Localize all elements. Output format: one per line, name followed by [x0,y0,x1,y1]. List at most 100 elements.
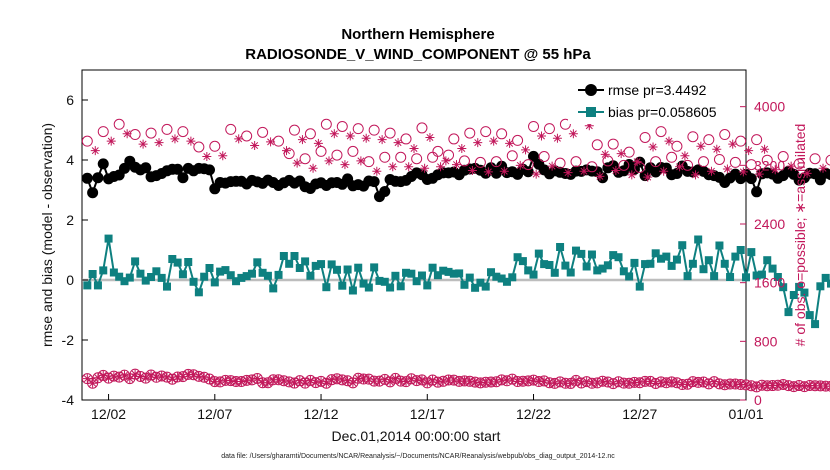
obs-assimilated-point [348,378,358,388]
obs-possible-point [729,156,741,168]
bias-point [125,273,134,282]
obs-assimilated-point [436,162,446,172]
bias-point [683,272,692,281]
obs-assimilated-point [531,169,541,179]
legend-rmse-marker [585,84,597,96]
obs-possible-point [543,123,555,135]
obs-assimilated-point [722,164,732,174]
legend-rmse-label: rmse pr=3.4492 [608,82,707,98]
bias-point [699,265,708,274]
obs-assimilated-point [619,378,629,388]
bias-point [263,271,272,280]
obs-assimilated-point [579,166,589,176]
obs-assimilated-point [226,376,236,386]
obs-possible-point [331,149,343,161]
obs-possible-point [538,151,550,163]
obs-assimilated-point [422,378,432,388]
bias-point [200,272,209,281]
bias-point [332,265,341,274]
bias-point [710,272,719,281]
obs-assimilated-point [425,132,435,142]
obs-possible-point [352,123,364,135]
bias-point [402,268,411,277]
obs-assimilated-point [374,376,384,386]
obs-assimilated-point [566,378,576,388]
obs-assimilated-point [135,371,145,381]
obs-assimilated-point [696,141,706,151]
obs-assimilated-point [786,161,796,171]
obs-assimilated-point [465,376,475,386]
obs-assimilated-point [768,381,778,391]
obs-assimilated-point [327,375,337,385]
bias-point [811,320,820,329]
obs-assimilated-point [693,377,703,387]
bias-point [194,288,203,297]
obs-assimilated-point [420,163,430,173]
bias-point [439,266,448,275]
obs-assimilated-point [444,375,454,385]
bias-point [593,266,602,275]
bias-point [492,272,501,281]
obs-assimilated-point [98,370,108,380]
bias-point [306,271,315,280]
axis-ticks: -4 -2 0 2 4 6 0 800 1600 2400 3200 4000 12/02 12/07 12… [62,92,786,422]
obs-assimilated-point [138,139,148,149]
obs-possible-point [288,124,300,136]
bias-point [386,283,395,292]
obs-assimilated-point [555,377,565,387]
y-tick-label: -4 [62,392,75,408]
obs-possible-point [193,141,205,153]
bias-point [688,259,697,268]
y-right-tick-label: 4000 [754,99,785,115]
bias-point [773,273,782,281]
bias-point [476,278,485,287]
obs-assimilated-point [470,377,480,387]
bias-point [742,273,750,282]
obs-assimilated-point [154,138,164,148]
obs-assimilated-point [289,378,299,388]
obs-assimilated-point [170,134,180,144]
obs-assimilated-point [645,376,655,386]
obs-assimilated-point [664,136,674,146]
bias-point [752,271,761,280]
bias-point [465,273,474,282]
legend: rmse pr=3.4492 bias pr=0.058605 [568,78,734,124]
rmse-point [87,187,99,199]
bias-point [359,279,368,288]
bias-point [423,281,432,290]
obs-assimilated-point [361,133,371,143]
bias-point [285,259,294,268]
bias-point [720,259,729,268]
obs-possible-point [320,118,332,130]
obs-assimilated-point [627,170,637,180]
rmse-point [379,186,391,197]
obs-assimilated-point [799,382,809,392]
obs-assimilated-point [345,131,355,141]
obs-possible-point [129,129,141,141]
obs-assimilated-point [406,374,416,384]
obs-possible-point [474,156,486,168]
bias-point [444,267,453,276]
bias-point [449,269,458,278]
bias-point [789,291,798,299]
obs-assimilated-point [385,377,395,387]
obs-assimilated-point [454,376,464,386]
bias-point [779,283,788,292]
obs-assimilated-point [204,374,214,384]
obs-possible-point [559,118,571,130]
obs-possible-point [777,151,789,163]
bias-point [226,271,235,280]
x-tick-label: 12/22 [516,406,551,422]
bias-point [784,308,793,317]
rmse-point [97,158,109,170]
obs-assimilated-point [308,163,318,173]
obs-possible-point [825,154,830,166]
rmse-point [745,173,757,185]
obs-assimilated-point [571,375,581,385]
obs-assimilated-point [372,166,382,176]
obs-assimilated-point [183,369,193,379]
obs-assimilated-point [377,135,387,145]
bias-point [561,261,570,270]
obs-assimilated-point [502,376,512,386]
x-tick-label: 12/12 [304,406,339,422]
